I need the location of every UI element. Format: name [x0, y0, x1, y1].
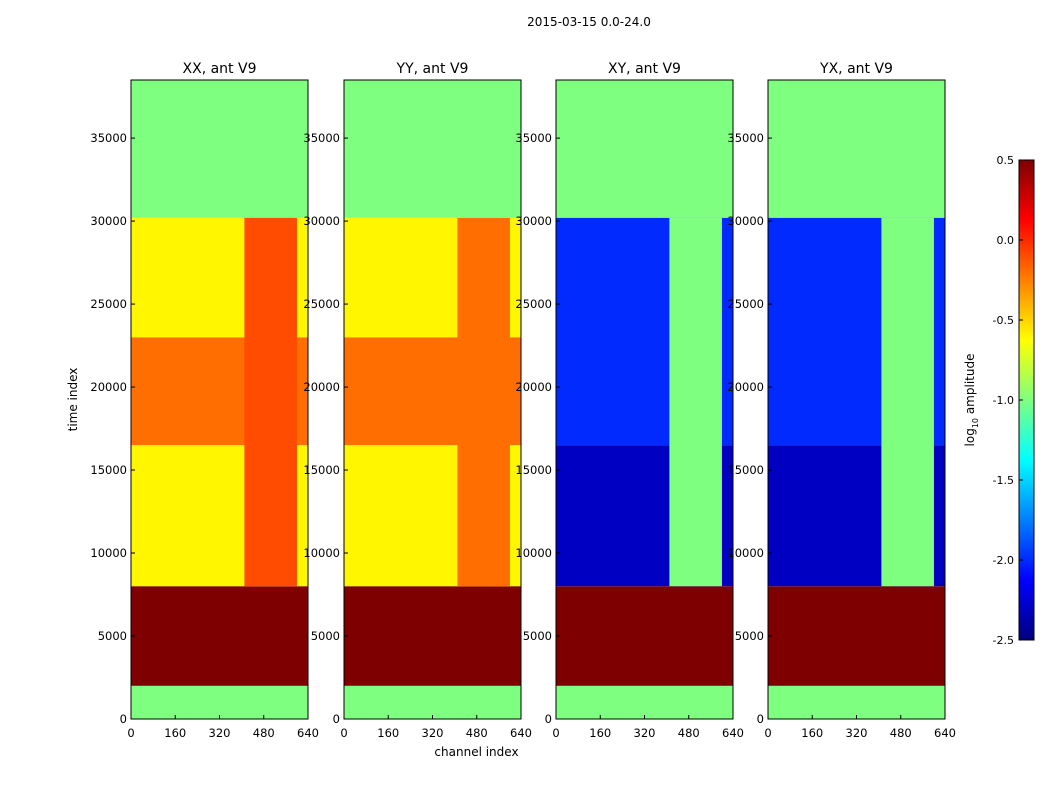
x-tick-label: 0	[340, 726, 347, 740]
heatmap-region	[556, 685, 733, 719]
panel-title: XX, ant V9	[183, 61, 257, 77]
y-tick-label: 15000	[90, 463, 127, 477]
panel-title: YX, ant V9	[819, 61, 893, 77]
heatmap-region	[556, 586, 733, 686]
heatmap-panel: XY, ant V9 0 160 320 480 640 0 5000 10000 15000 20…	[515, 61, 744, 740]
heatmap-region	[244, 217, 297, 587]
y-tick-label: 20000	[727, 380, 764, 394]
y-tick-label: 20000	[515, 380, 552, 394]
heatmap-region	[768, 586, 945, 686]
colorbar-tick-label: -2.5	[993, 634, 1014, 647]
colorbar-tick-label: -0.5	[993, 314, 1014, 327]
panel-title: XY, ant V9	[608, 61, 681, 77]
x-tick-label: 640	[722, 726, 744, 740]
heatmap-region	[768, 685, 945, 719]
x-tick-label: 320	[846, 726, 868, 740]
figure-suptitle: 2015-03-15 0.0-24.0	[527, 15, 651, 29]
panel-title: YY, ant V9	[396, 61, 469, 77]
y-tick-label: 30000	[515, 214, 552, 228]
x-tick-label: 160	[589, 726, 611, 740]
heatmap-region	[669, 217, 722, 587]
heatmap-cells	[556, 80, 733, 719]
x-tick-label: 480	[466, 726, 488, 740]
heatmap-region	[344, 685, 521, 719]
heatmap-panel: XX, ant V9 0 160 320 480 640 0 5000 10000 15000 20…	[66, 61, 319, 740]
colorbar-tick-label: 0.5	[997, 154, 1015, 167]
y-tick-label: 35000	[90, 131, 127, 145]
x-tick-label: 160	[377, 726, 399, 740]
y-tick-label: 10000	[515, 546, 552, 560]
x-tick-label: 640	[297, 726, 319, 740]
heatmap-region	[881, 217, 934, 587]
heatmap-region	[556, 80, 733, 218]
colorbar-tick-label: -1.5	[993, 474, 1014, 487]
x-tick-label: 480	[253, 726, 275, 740]
heatmap-panel: YY, ant V9 0 160 320 480 640 0 5000 10000 15000 20…	[303, 61, 532, 759]
y-tick-label: 10000	[303, 546, 340, 560]
x-tick-label: 0	[552, 726, 559, 740]
y-tick-label: 0	[757, 712, 764, 726]
heatmap-panel: YX, ant V9 0 160 320 480 640 0 5000 10000 15000 20…	[727, 61, 956, 740]
y-tick-label: 30000	[727, 214, 764, 228]
colorbar-tick-label: 0.0	[997, 234, 1015, 247]
y-tick-label: 30000	[90, 214, 127, 228]
x-tick-label: 160	[801, 726, 823, 740]
y-tick-label: 5000	[523, 629, 552, 643]
y-tick-label: 0	[120, 712, 127, 726]
x-axis-label: channel index	[434, 745, 518, 759]
y-tick-label: 15000	[303, 463, 340, 477]
colorbar-tick-label: -2.0	[993, 554, 1014, 567]
y-tick-label: 25000	[90, 297, 127, 311]
y-tick-label: 25000	[727, 297, 764, 311]
x-tick-label: 480	[890, 726, 912, 740]
heatmap-region	[344, 80, 521, 218]
colorbar-tick-label: -1.0	[993, 394, 1014, 407]
heatmap-cells	[131, 80, 308, 719]
heatmap-region	[131, 685, 308, 719]
x-tick-label: 0	[764, 726, 771, 740]
y-tick-label: 25000	[303, 297, 340, 311]
heatmap-region	[131, 586, 308, 686]
heatmap-panels: XX, ant V9 0 160 320 480 640 0 5000 10000 15000 20…	[66, 61, 956, 759]
heatmap-region	[457, 217, 510, 587]
y-tick-label: 10000	[727, 546, 764, 560]
heatmap-region	[768, 80, 945, 218]
y-tick-label: 0	[545, 712, 552, 726]
y-tick-label: 10000	[90, 546, 127, 560]
y-tick-label: 25000	[515, 297, 552, 311]
colorbar-label: log10 amplitude	[963, 354, 980, 447]
heatmap-cells	[768, 80, 945, 719]
x-tick-label: 320	[209, 726, 231, 740]
x-tick-label: 320	[634, 726, 656, 740]
x-tick-label: 480	[678, 726, 700, 740]
y-tick-label: 35000	[303, 131, 340, 145]
y-tick-label: 5000	[311, 629, 340, 643]
y-tick-label: 5000	[98, 629, 127, 643]
y-tick-label: 20000	[90, 380, 127, 394]
heatmap-region	[131, 80, 308, 218]
y-tick-label: 15000	[515, 463, 552, 477]
x-tick-label: 640	[934, 726, 956, 740]
x-tick-label: 160	[164, 726, 186, 740]
y-tick-label: 15000	[727, 463, 764, 477]
y-tick-label: 30000	[303, 214, 340, 228]
heatmap-region	[344, 586, 521, 686]
heatmap-cells	[344, 80, 521, 719]
y-tick-label: 35000	[727, 131, 764, 145]
y-axis-label: time index	[66, 368, 80, 432]
x-tick-label: 640	[510, 726, 532, 740]
y-tick-label: 5000	[735, 629, 764, 643]
colorbar: -2.5 -2.0 -1.5 -1.0 -0.5 0.0 0.5 log10 amplitud…	[963, 154, 1035, 647]
x-tick-label: 0	[127, 726, 134, 740]
y-tick-label: 0	[333, 712, 340, 726]
x-tick-label: 320	[422, 726, 444, 740]
y-tick-label: 35000	[515, 131, 552, 145]
y-tick-label: 20000	[303, 380, 340, 394]
